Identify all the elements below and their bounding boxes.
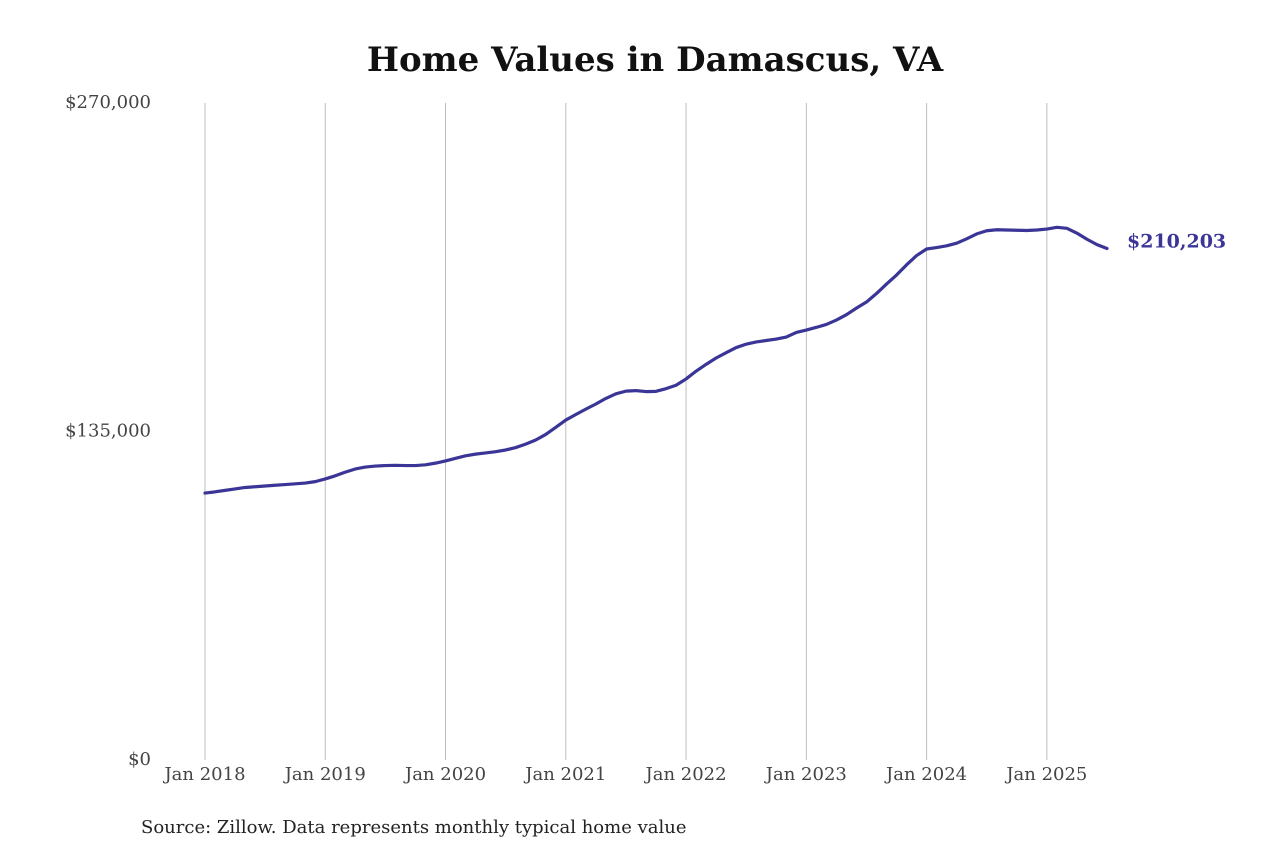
y-tick-label: $135,000 [65, 421, 151, 442]
y-tick-label: $270,000 [65, 92, 151, 113]
x-tick-label: Jan 2019 [283, 764, 366, 785]
x-tick-label: Jan 2025 [1004, 764, 1087, 785]
x-tick-label: Jan 2021 [523, 764, 606, 785]
value-label: $210,203 [1127, 231, 1226, 253]
y-tick-label: $0 [128, 749, 151, 770]
chart-title: Home Values in Damascus, VA [367, 40, 944, 80]
x-tick-label: Jan 2023 [764, 764, 847, 785]
x-tick-label: Jan 2024 [884, 764, 967, 785]
x-tick-label: Jan 2018 [162, 764, 245, 785]
x-tick-label: Jan 2020 [403, 764, 486, 785]
source-note: Source: Zillow. Data represents monthly … [141, 817, 687, 838]
line-series [203, 225, 1109, 495]
x-tick-label: Jan 2022 [644, 764, 727, 785]
